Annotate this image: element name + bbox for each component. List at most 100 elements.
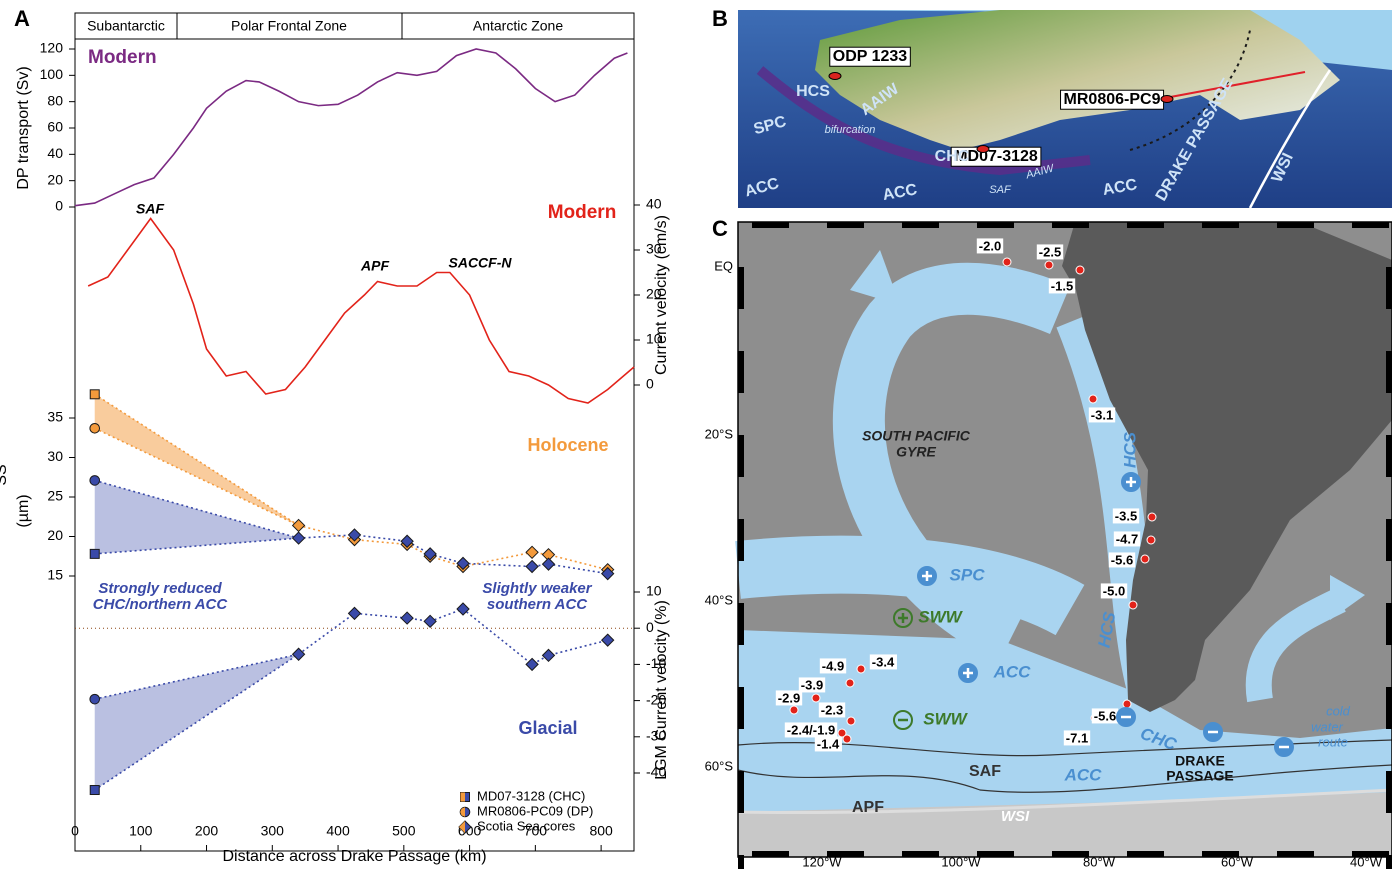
map-b-transect [1164, 71, 1306, 99]
y-tick-label: 60 [47, 119, 63, 135]
frame-bar [1277, 851, 1314, 857]
connector [94, 479, 299, 539]
frame-bar [902, 222, 939, 228]
map-label: ACC [993, 662, 1032, 681]
lat-tick-label: 20°S [705, 426, 734, 441]
frame-bar [738, 351, 744, 393]
core-value: -3.4 [872, 654, 895, 669]
connector [298, 608, 608, 666]
y-tick-label: 120 [40, 40, 64, 56]
marker [89, 389, 100, 400]
map-label: SWW [923, 709, 968, 728]
core-site [828, 72, 842, 80]
marker [541, 557, 556, 571]
x-tick-label: 800 [589, 823, 613, 839]
frame-bar [738, 267, 744, 309]
map-label: HCS [796, 83, 830, 100]
marker [89, 422, 101, 434]
series-label: Modern [548, 202, 617, 223]
lon-tick-label: 40°W [1350, 854, 1383, 869]
series-label: Modern [88, 47, 157, 68]
zone-label: Subantarctic [87, 18, 165, 34]
frame-bar [738, 519, 744, 561]
label-box [818, 702, 846, 718]
map-label: CHC [935, 148, 970, 165]
y-tick-label: 15 [47, 567, 63, 583]
y-tick-label: 20 [47, 171, 63, 187]
core-value: -4.7 [1116, 531, 1138, 546]
core-value: -2.0 [979, 238, 1001, 253]
core-site [1146, 535, 1156, 545]
label-box [829, 46, 911, 67]
frame-bar [902, 851, 939, 857]
annotation: Slightly weaker [482, 580, 592, 597]
map-label: water [1311, 719, 1343, 734]
map-label: bifurcation [825, 124, 876, 136]
label-box [798, 677, 826, 693]
map-label: APF [852, 799, 884, 816]
frame-bar [738, 603, 744, 645]
marker [525, 559, 539, 574]
marker [291, 518, 306, 533]
map-label: ACC [1064, 765, 1103, 784]
marker [291, 647, 306, 661]
sign-circle [893, 710, 913, 730]
y-tick-label: 40 [646, 196, 662, 212]
map-c-arrowhead [1330, 575, 1365, 620]
frame-bar [1202, 222, 1239, 228]
y-tick-label: 40 [47, 145, 63, 161]
frame-bar [1202, 851, 1239, 857]
core-value: -3.1 [1091, 407, 1113, 422]
map-label: MR0806-PC9 [1064, 91, 1161, 108]
core-value: -1.4 [817, 736, 840, 751]
y-tick-label: 30 [646, 241, 662, 257]
map-b-wsi [1248, 69, 1332, 209]
label-box [814, 736, 842, 752]
core-site [789, 705, 799, 715]
core-site [1140, 554, 1150, 564]
map-label: SOUTH PACIFIC [862, 428, 971, 444]
frame-bar [977, 851, 1014, 857]
lat-tick-label: EQ [714, 258, 733, 273]
marker [525, 545, 539, 560]
lon-tick-label: 100°W [941, 854, 981, 869]
marker [89, 785, 100, 796]
marker [400, 611, 414, 625]
core-value: -2.9 [778, 690, 800, 705]
frame-bar [1386, 771, 1392, 813]
frame-bar [752, 222, 789, 228]
frame-bar [1127, 851, 1164, 857]
frame-bar [1386, 855, 1392, 874]
y-tick-label: 100 [40, 66, 64, 82]
x-tick-label: 700 [524, 823, 548, 839]
frame-bar [1352, 222, 1389, 228]
core-site [1160, 95, 1174, 103]
annotation: SACCF-N [449, 255, 513, 271]
frame-bar [1127, 222, 1164, 228]
core-value: -5.0 [1103, 583, 1125, 598]
y-tick-label: 20 [47, 527, 63, 543]
core-value: -3.9 [801, 677, 823, 692]
frame-bar [977, 222, 1014, 228]
map-label: WSI [1001, 808, 1030, 825]
core-site [1128, 600, 1138, 610]
x-tick-label: 100 [129, 823, 153, 839]
panel-label: C [712, 216, 728, 241]
label-box [869, 654, 897, 670]
map-c-saf [737, 739, 1392, 757]
plot-frame [74, 38, 635, 852]
map-c-acc-band [738, 630, 1392, 812]
label-box [784, 722, 838, 738]
frame-bar [1386, 435, 1392, 477]
label-box [1112, 508, 1140, 524]
y-tick-label: 10 [646, 331, 662, 347]
legend-label: Scotia Sea cores [477, 818, 576, 833]
zone-label: Antarctic Zone [473, 18, 563, 34]
annotation: SAF [136, 201, 164, 217]
core-site [811, 693, 821, 703]
marker [423, 547, 437, 561]
marker [291, 531, 306, 545]
frame-bar [1386, 519, 1392, 561]
x-tick-label: 400 [326, 823, 350, 839]
label-box [1088, 407, 1116, 423]
